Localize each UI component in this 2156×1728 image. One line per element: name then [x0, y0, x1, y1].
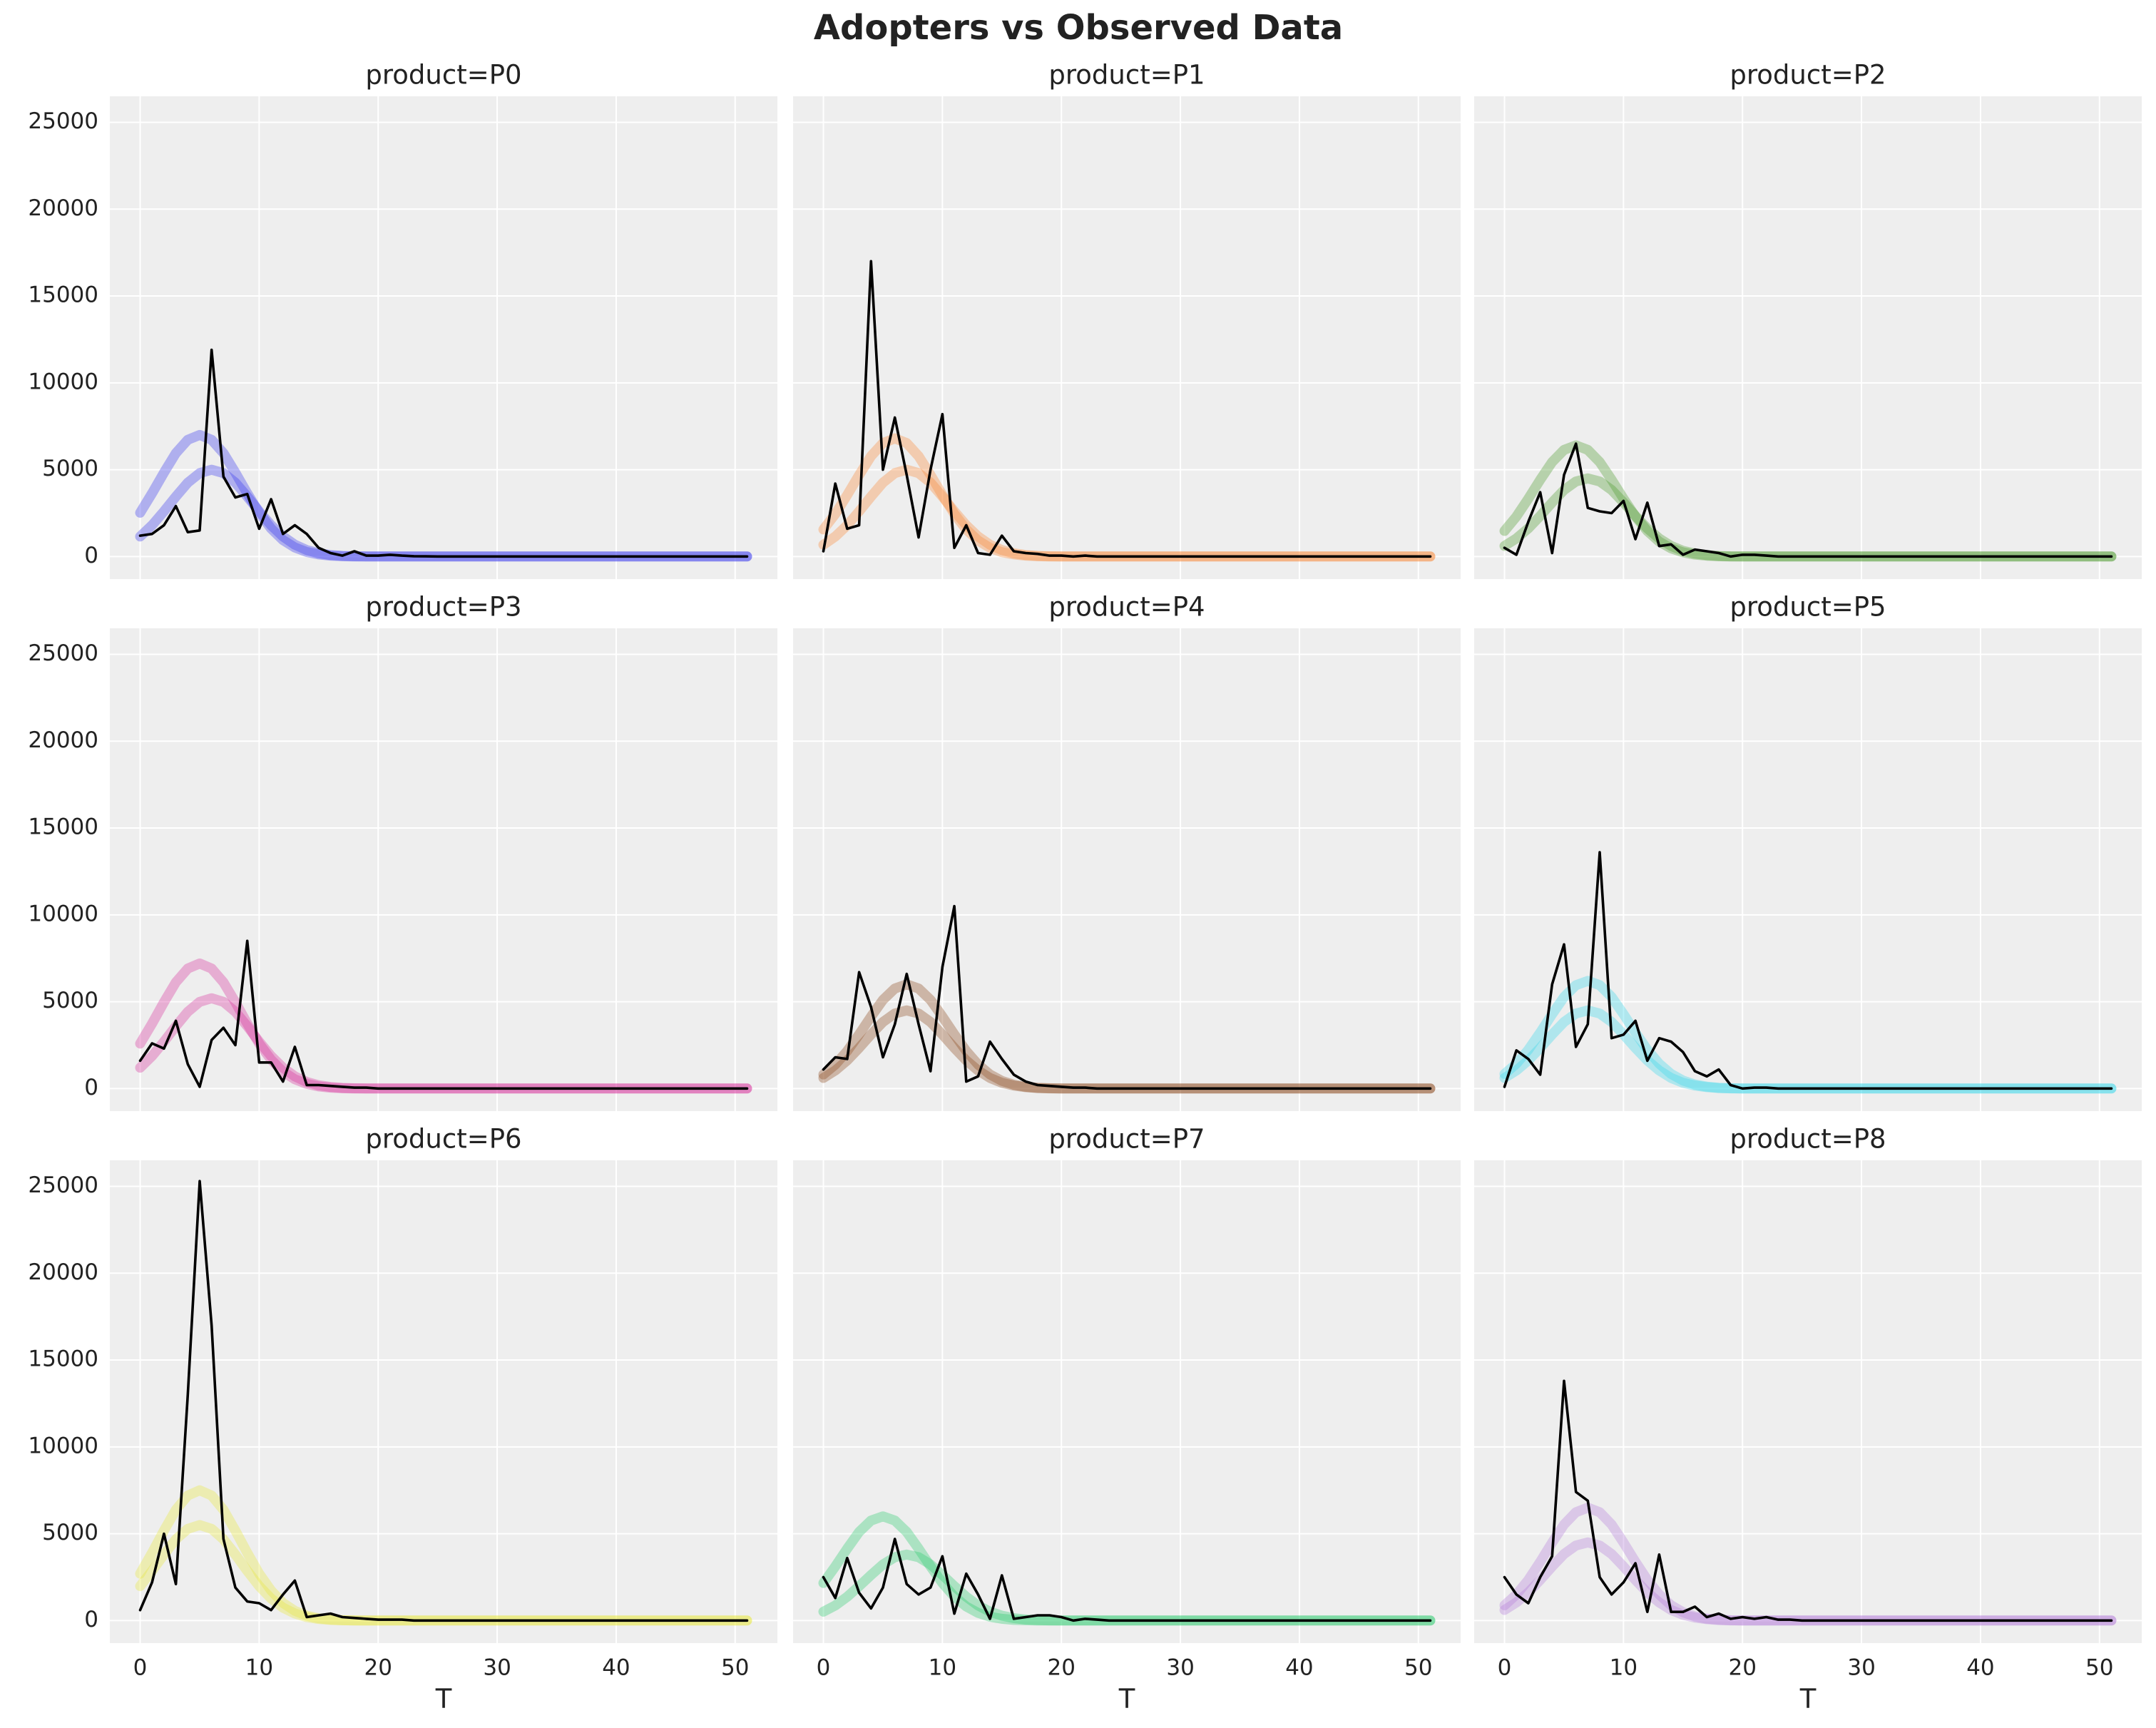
panel-title: product=P1 — [1048, 60, 1205, 91]
y-tick-label: 20000 — [28, 727, 98, 753]
panel-title: product=P2 — [1730, 60, 1886, 91]
x-tick-label: 20 — [1729, 1655, 1757, 1681]
plot-background — [793, 628, 1461, 1111]
y-tick-label: 5000 — [42, 456, 98, 481]
y-tick-label: 15000 — [28, 1346, 98, 1372]
panel-title: product=P6 — [365, 1124, 521, 1155]
x-tick-label: 50 — [721, 1655, 749, 1681]
panel-title: product=P0 — [365, 60, 521, 91]
y-tick-label: 15000 — [28, 282, 98, 308]
figure-title: Adopters vs Observed Data — [814, 8, 1343, 48]
panel: product=P0 0 5000 10000 15000 20000 25000 — [28, 60, 777, 579]
y-tick-label: 5000 — [42, 988, 98, 1013]
plot-background — [1474, 96, 2142, 579]
y-tick-label: 25000 — [28, 108, 98, 134]
y-tick-label: 15000 — [28, 814, 98, 840]
y-tick-label: 5000 — [42, 1520, 98, 1545]
panel: product=P5 — [1474, 592, 2142, 1111]
observed-line — [138, 1180, 749, 1622]
y-tick-label: 20000 — [28, 1259, 98, 1285]
y-tick-label: 20000 — [28, 195, 98, 221]
panel-title: product=P8 — [1730, 1124, 1886, 1155]
x-tick-label: 30 — [1847, 1655, 1875, 1681]
x-tick-label: 40 — [1285, 1655, 1313, 1681]
observed-line — [1503, 442, 2113, 558]
y-tick-label: 25000 — [28, 640, 98, 666]
x-tick-label: 40 — [1966, 1655, 1994, 1681]
x-tick-label: 50 — [1404, 1655, 1432, 1681]
panel: product=P8 0 10 20 30 40 50 T — [1474, 1124, 2142, 1714]
x-axis-label: T — [1118, 1684, 1135, 1714]
x-tick-label: 0 — [817, 1655, 831, 1681]
plot-background — [1474, 1160, 2142, 1643]
x-tick-label: 30 — [483, 1655, 511, 1681]
observed-line — [138, 348, 749, 558]
panel: product=P7 0 10 20 30 40 50 T — [793, 1124, 1461, 1714]
panel: product=P1 — [793, 60, 1461, 579]
x-tick-label: 30 — [1166, 1655, 1194, 1681]
observed-line — [1503, 851, 2113, 1090]
y-tick-label: 0 — [84, 543, 98, 568]
plot-background — [793, 1160, 1461, 1643]
y-tick-label: 10000 — [28, 1433, 98, 1458]
x-tick-label: 10 — [1610, 1655, 1638, 1681]
observed-line — [822, 1538, 1432, 1622]
plot-background — [110, 1160, 777, 1643]
observed-line — [138, 939, 749, 1090]
y-tick-label: 25000 — [28, 1172, 98, 1198]
x-tick-label: 50 — [2085, 1655, 2113, 1681]
x-tick-label: 20 — [1048, 1655, 1076, 1681]
observed-line — [822, 904, 1432, 1090]
x-tick-label: 40 — [602, 1655, 630, 1681]
x-tick-label: 0 — [133, 1655, 148, 1681]
panel: product=P6 0 5000 10000 15000 20000 25000 0 10 20… — [28, 1124, 777, 1714]
x-axis-label: T — [1799, 1684, 1817, 1714]
x-tick-label: 10 — [929, 1655, 956, 1681]
panel-title: product=P5 — [1730, 592, 1886, 623]
panel: product=P3 0 5000 10000 15000 20000 25000 — [28, 592, 777, 1111]
plot-background — [793, 96, 1461, 579]
y-tick-label: 0 — [84, 1075, 98, 1100]
panel: product=P4 — [793, 592, 1461, 1111]
y-tick-label: 10000 — [28, 901, 98, 926]
x-tick-label: 10 — [245, 1655, 273, 1681]
panel-title: product=P3 — [365, 592, 521, 623]
x-axis-label: T — [435, 1684, 452, 1714]
observed-line — [822, 260, 1432, 558]
plot-background — [110, 628, 777, 1111]
y-tick-label: 10000 — [28, 369, 98, 394]
panel-title: product=P7 — [1048, 1124, 1205, 1155]
x-tick-label: 0 — [1498, 1655, 1512, 1681]
panel-title: product=P4 — [1048, 592, 1205, 623]
y-tick-label: 0 — [84, 1607, 98, 1632]
panel: product=P2 — [1474, 60, 2142, 579]
plot-background — [110, 96, 777, 579]
observed-line — [1503, 1379, 2113, 1622]
x-tick-label: 20 — [364, 1655, 392, 1681]
